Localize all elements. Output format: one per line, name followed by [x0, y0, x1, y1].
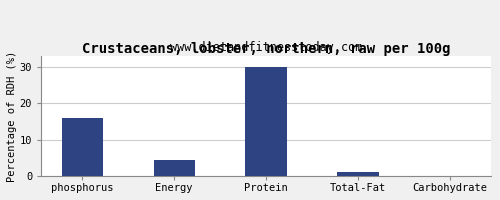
Text: www.dietandfitnesstoday.com: www.dietandfitnesstoday.com: [170, 41, 362, 54]
Y-axis label: Percentage of RDH (%): Percentage of RDH (%): [7, 50, 17, 182]
Bar: [154, 160, 195, 176]
Bar: [246, 67, 287, 176]
Title: Crustaceans, lobster, northern, raw per 100g: Crustaceans, lobster, northern, raw per …: [82, 42, 450, 56]
Bar: [338, 172, 378, 176]
Bar: [62, 118, 103, 176]
